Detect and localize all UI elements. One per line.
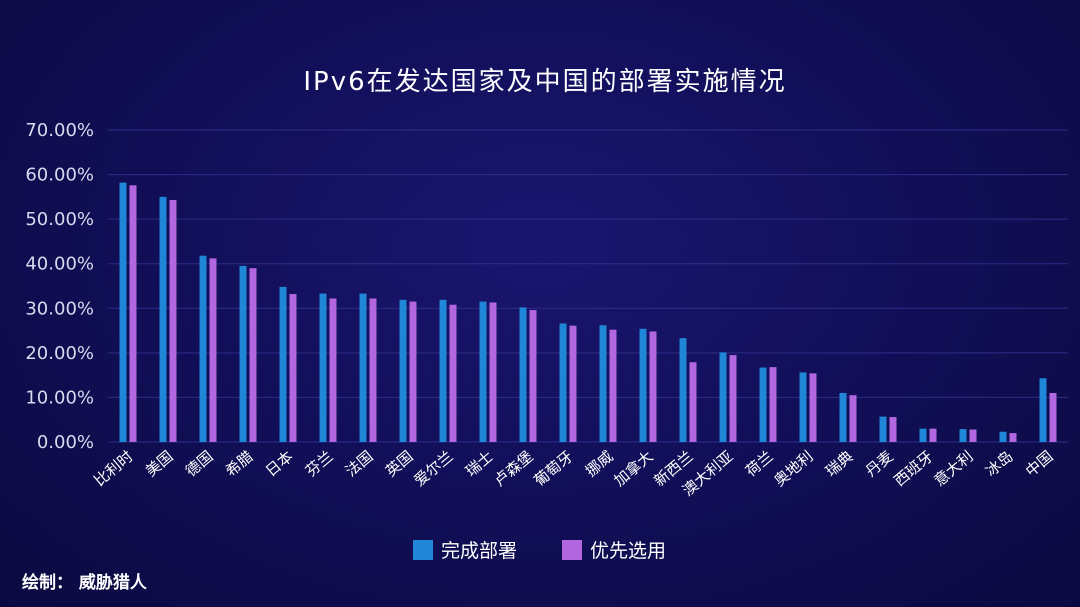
bar-deployed <box>599 325 607 442</box>
bar-preferred <box>169 199 177 442</box>
y-tick-label: 40.00% <box>25 254 94 275</box>
x-tick-label: 法国 <box>342 447 377 480</box>
bar-deployed <box>159 196 167 442</box>
bar-deployed <box>639 328 647 442</box>
bar-preferred <box>649 331 657 442</box>
bar-deployed <box>279 286 287 442</box>
bar-deployed <box>799 372 807 442</box>
bar-preferred <box>449 304 457 442</box>
x-tick-label: 冰岛 <box>982 447 1017 480</box>
x-tick-label: 比利时 <box>91 447 137 490</box>
bar-deployed <box>439 299 447 442</box>
bar-preferred <box>1009 433 1017 442</box>
bar-deployed <box>119 182 127 442</box>
bar-deployed <box>919 428 927 442</box>
legend: 完成部署 优先选用 <box>413 540 666 562</box>
bar-deployed <box>519 307 527 442</box>
legend-label: 优先选用 <box>590 540 666 562</box>
bar-preferred <box>1049 392 1057 442</box>
bar-preferred <box>849 395 857 442</box>
bar-preferred <box>689 362 697 442</box>
bar-deployed <box>359 293 367 442</box>
x-tick-label: 德国 <box>182 447 217 480</box>
x-tick-label: 瑞典 <box>822 447 857 480</box>
legend-swatch <box>413 540 433 560</box>
bar-deployed <box>759 367 767 442</box>
x-tick-label: 奥地利 <box>771 447 817 490</box>
x-tick-label: 加拿大 <box>611 447 657 490</box>
x-tick-label: 日本 <box>262 447 297 480</box>
x-tick-label: 美国 <box>142 447 177 480</box>
x-tick-label: 爱尔兰 <box>411 447 457 490</box>
bar-deployed <box>1039 378 1047 442</box>
bar-preferred <box>809 373 817 442</box>
bar-preferred <box>329 298 337 442</box>
legend-swatch <box>562 540 582 560</box>
bar-preferred <box>609 329 617 442</box>
bar-deployed <box>199 255 207 442</box>
bar-preferred <box>489 302 497 442</box>
bar-preferred <box>409 301 417 442</box>
x-tick-label: 卢森堡 <box>491 447 537 490</box>
bar-deployed <box>999 431 1007 442</box>
bar-preferred <box>529 310 537 442</box>
x-tick-label: 意大利 <box>931 447 977 490</box>
x-tick-label: 葡萄牙 <box>531 447 577 490</box>
bar-deployed <box>679 338 687 442</box>
grid-lines <box>108 129 1068 443</box>
x-tick-label: 西班牙 <box>891 447 937 490</box>
y-tick-label: 70.00% <box>25 120 94 141</box>
bar-deployed <box>399 299 407 442</box>
bar-preferred <box>769 367 777 442</box>
bar-preferred <box>289 294 297 442</box>
y-axis-ticks: 0.00% 10.00% 20.00% 30.00% 40.00% 50.00% 60.00… <box>25 120 94 453</box>
y-tick-label: 0.00% <box>37 432 94 453</box>
bar-deployed <box>559 323 567 442</box>
chart-title: IPv6在发达国家及中国的部署实施情况 <box>303 67 786 97</box>
bar-preferred <box>209 258 217 442</box>
bar-preferred <box>889 417 897 442</box>
y-tick-label: 20.00% <box>25 343 94 364</box>
bar-preferred <box>729 355 737 442</box>
y-tick-label: 10.00% <box>25 387 94 408</box>
bar-preferred <box>969 429 977 442</box>
y-tick-label: 60.00% <box>25 165 94 186</box>
bar-preferred <box>249 268 257 442</box>
x-tick-label: 芬兰 <box>302 447 337 480</box>
bar-preferred <box>569 325 577 442</box>
credit-text: 绘制： 威胁猎人 <box>22 572 148 593</box>
bar-deployed <box>719 352 727 442</box>
bar-deployed <box>239 265 247 442</box>
bar-deployed <box>479 301 487 442</box>
bar-preferred <box>129 185 137 443</box>
bar-deployed <box>879 416 887 442</box>
y-tick-label: 50.00% <box>25 209 94 230</box>
bars <box>119 182 1057 443</box>
x-tick-label: 中国 <box>1022 447 1057 480</box>
legend-label: 完成部署 <box>441 540 517 562</box>
bar-preferred <box>929 428 937 442</box>
bar-deployed <box>319 293 327 442</box>
x-tick-label: 希腊 <box>222 447 257 480</box>
bar-preferred <box>369 298 377 442</box>
bar-deployed <box>959 429 967 442</box>
bar-deployed <box>839 392 847 442</box>
y-tick-label: 30.00% <box>25 298 94 319</box>
